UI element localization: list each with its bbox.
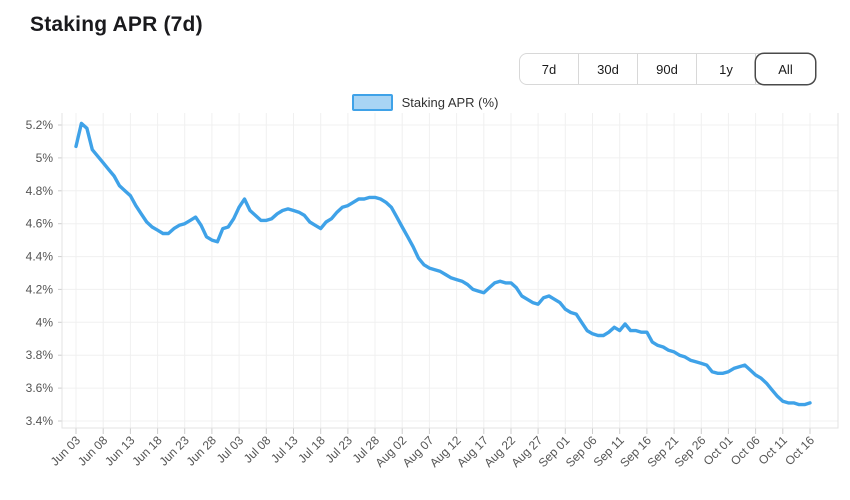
x-tick-label: Sep 06 <box>563 433 600 470</box>
range-button-7d[interactable]: 7d <box>520 54 579 84</box>
staking-apr-line <box>74 121 812 407</box>
x-tick-label: Oct 11 <box>756 433 790 467</box>
x-tick-label: Oct 06 <box>728 433 763 468</box>
range-button-30d[interactable]: 30d <box>579 54 638 84</box>
x-tick-label: Aug 07 <box>400 433 437 470</box>
x-tick-label: Jul 23 <box>322 433 355 466</box>
x-tick-label: Jul 28 <box>350 433 383 466</box>
x-tick-label: Jul 13 <box>268 433 301 466</box>
x-tick-label: Aug 27 <box>508 433 545 470</box>
x-tick-label: Sep 01 <box>536 433 573 470</box>
x-tick-label: Jun 18 <box>129 433 165 469</box>
x-tick-label: Oct 01 <box>701 433 736 468</box>
x-tick-label: Jun 03 <box>48 433 84 469</box>
y-tick-label: 3.6% <box>26 381 54 395</box>
legend-item-staking-apr[interactable]: Staking APR (%) <box>0 94 850 111</box>
x-tick-label: Sep 16 <box>617 433 654 470</box>
y-tick-label: 4.6% <box>26 217 54 231</box>
x-tick-label: Jul 03 <box>214 433 247 466</box>
range-button-1y[interactable]: 1y <box>697 54 756 84</box>
y-tick-label: 4% <box>36 315 54 329</box>
x-tick-label: Jun 13 <box>102 433 138 469</box>
x-tick-label: Aug 02 <box>373 433 410 470</box>
axis-border <box>61 113 839 429</box>
x-tick-label: Aug 17 <box>454 433 491 470</box>
x-tick-label: Aug 22 <box>481 433 518 470</box>
y-tick-label: 3.8% <box>26 348 54 362</box>
x-tick-label: Jun 23 <box>156 433 192 469</box>
x-tick-label: Jul 08 <box>241 433 274 466</box>
x-tick-label: Sep 21 <box>644 433 681 470</box>
legend-swatch-icon <box>351 94 393 111</box>
page-title: Staking APR (7d) <box>30 13 203 36</box>
range-selector: 7d 30d 90d 1y All <box>519 53 816 85</box>
range-button-all[interactable]: All <box>756 54 815 84</box>
legend-label: Staking APR (%) <box>401 95 499 110</box>
y-tick-label: 5% <box>36 151 54 165</box>
x-tick-label: Jun 28 <box>184 433 220 469</box>
x-tick-label: Sep 11 <box>591 433 627 469</box>
y-tick-label: 4.2% <box>26 282 54 296</box>
y-tick-label: 5.2% <box>26 118 54 132</box>
x-tick-label: Sep 26 <box>672 433 709 470</box>
y-tick-label: 3.4% <box>26 414 54 428</box>
x-tick-label: Oct 16 <box>782 433 817 468</box>
y-tick-label: 4.8% <box>26 184 54 198</box>
range-button-90d[interactable]: 90d <box>638 54 697 84</box>
y-tick-label: 4.4% <box>26 250 54 264</box>
x-tick-label: Jul 18 <box>295 433 328 466</box>
x-tick-label: Aug 12 <box>427 433 464 470</box>
x-tick-label: Jun 08 <box>75 433 111 469</box>
